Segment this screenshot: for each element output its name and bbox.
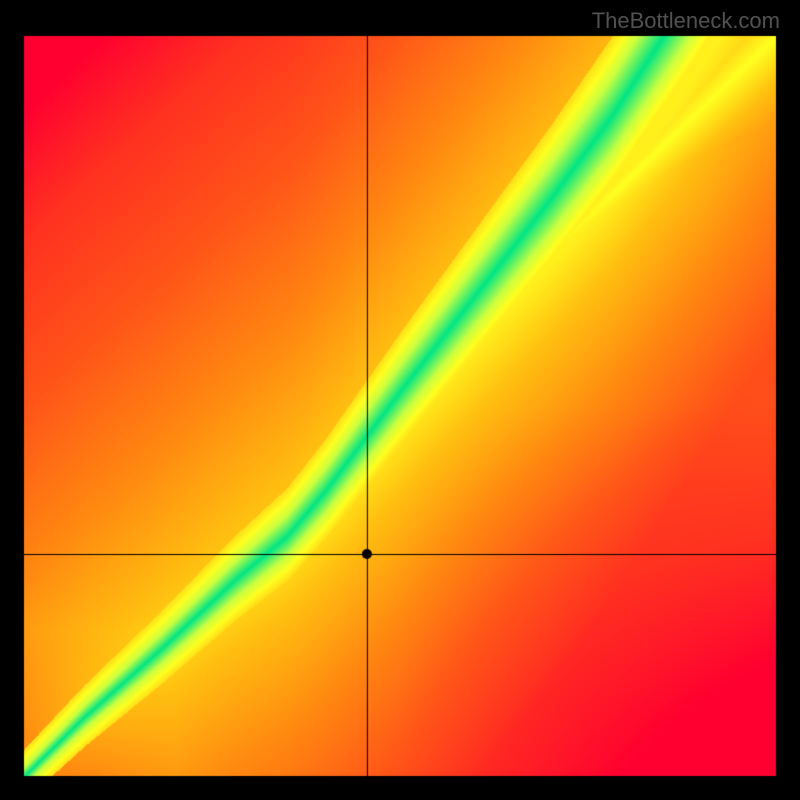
heatmap-canvas — [0, 0, 800, 800]
watermark-text: TheBottleneck.com — [592, 8, 780, 34]
chart-container: TheBottleneck.com — [0, 0, 800, 800]
